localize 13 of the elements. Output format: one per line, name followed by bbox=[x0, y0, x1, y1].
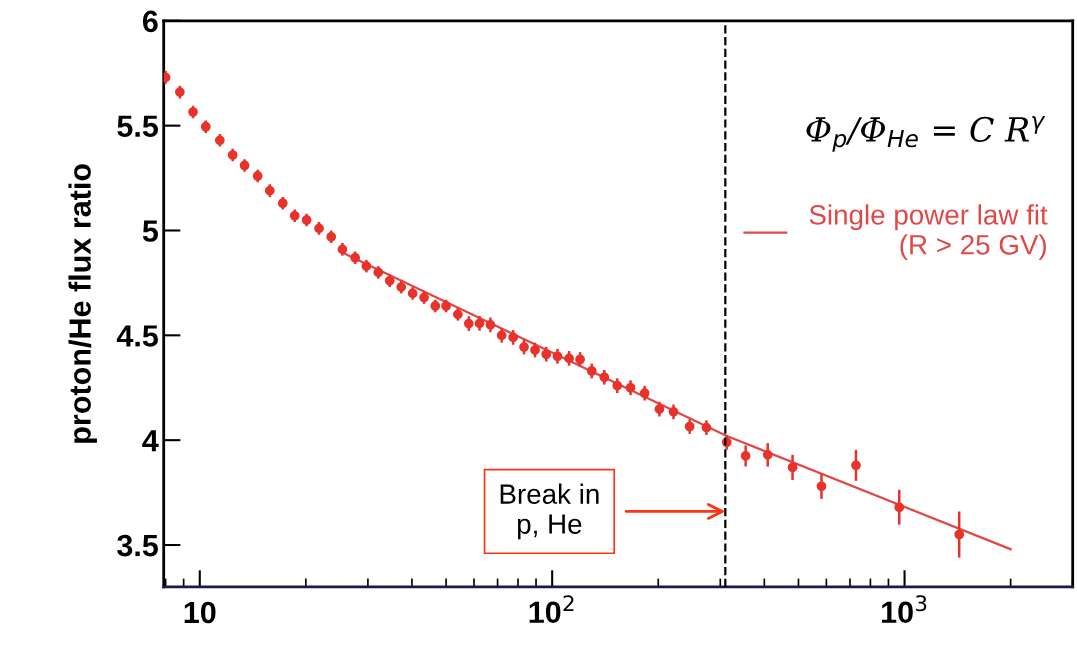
y-tick-label: 6 bbox=[142, 10, 158, 33]
x-tick-label: 10$^{3}$ bbox=[882, 595, 927, 624]
legend-label: Single power law fit (R > 25 GV) bbox=[809, 204, 1048, 261]
y-axis-title: proton/He flux ratio bbox=[68, 164, 97, 443]
x-tick-label: 10$^{2}$ bbox=[529, 595, 574, 624]
annotation: Break in p, He bbox=[500, 483, 599, 540]
annotation: Φ$_{p}$/Φ$_{He}$ = C R$^{γ}$ bbox=[806, 116, 1046, 152]
y-tick-label: 4 bbox=[142, 430, 159, 452]
y-tick-label: 5 bbox=[142, 220, 158, 242]
y-tick-label: 4.5 bbox=[116, 325, 158, 347]
y-tick-label: 5.5 bbox=[117, 115, 158, 138]
x-tick-label: 10 bbox=[184, 601, 216, 624]
y-tick-label: 3.5 bbox=[117, 534, 158, 557]
